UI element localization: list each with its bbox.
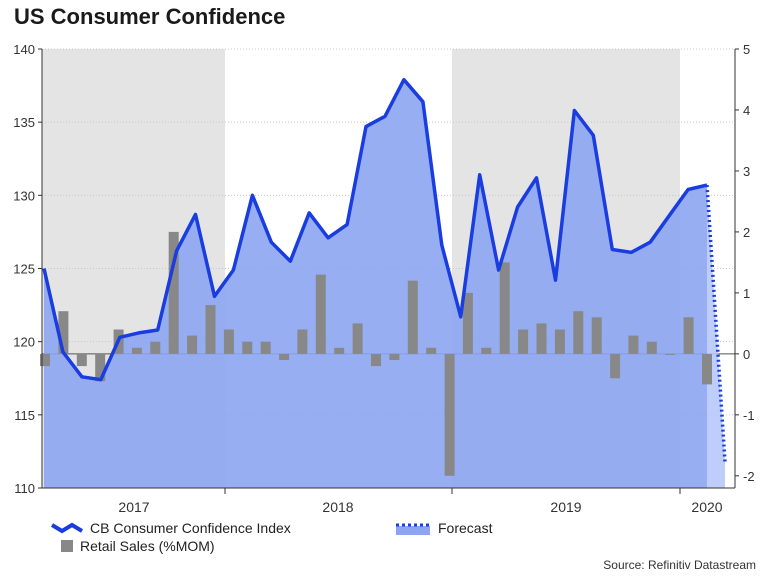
right-tick-label: -2 bbox=[743, 469, 755, 484]
retail-sales-bar bbox=[352, 323, 363, 354]
retail-sales-bar bbox=[591, 317, 602, 354]
retail-sales-bar bbox=[646, 341, 657, 354]
retail-sales-bar bbox=[315, 274, 326, 354]
legend-bar: Retail Sales (%MOM) bbox=[60, 538, 215, 554]
confidence-line bbox=[42, 77, 727, 462]
retail-sales-bar bbox=[150, 341, 161, 354]
retail-sales-bar bbox=[407, 280, 418, 354]
retail-sales-bar bbox=[628, 335, 639, 354]
right-tick-label: 2 bbox=[743, 225, 750, 240]
retail-sales-bar bbox=[665, 353, 676, 355]
retail-sales-bar bbox=[223, 329, 234, 354]
legend-forecast: Forecast bbox=[394, 520, 492, 536]
right-tick-label: 0 bbox=[743, 347, 750, 362]
retail-sales-bar bbox=[518, 329, 529, 354]
right-tick-label: 4 bbox=[743, 103, 750, 118]
left-tick-label: 115 bbox=[14, 408, 35, 423]
x-tick-label: 2017 bbox=[118, 499, 149, 515]
retail-sales-bar bbox=[260, 341, 271, 354]
retail-sales-bar bbox=[334, 347, 345, 354]
legend-bar-label: Retail Sales (%MOM) bbox=[80, 538, 215, 554]
source-note: Source: Refinitiv Datastream bbox=[603, 558, 756, 572]
left-tick-label: 135 bbox=[13, 115, 35, 130]
retail-sales-bar bbox=[610, 353, 621, 379]
x-tick-label: 2020 bbox=[691, 499, 722, 515]
legend-line-label: CB Consumer Confidence Index bbox=[90, 520, 291, 536]
forecast-swatch-icon bbox=[396, 523, 430, 535]
retail-sales-bar bbox=[58, 311, 69, 354]
forecast-line-path bbox=[705, 184, 727, 462]
retail-sales-bar bbox=[683, 317, 694, 354]
retail-sales-bar bbox=[168, 231, 179, 354]
x-tick-label: 2018 bbox=[322, 499, 353, 515]
retail-sales-bar bbox=[389, 353, 400, 360]
retail-sales-bar bbox=[40, 353, 50, 367]
x-tick-label: 2019 bbox=[550, 499, 581, 515]
retail-sales-bar bbox=[702, 353, 712, 385]
retail-sales-bar bbox=[573, 311, 584, 354]
left-tick-label: 130 bbox=[13, 188, 35, 203]
right-tick-label: -1 bbox=[743, 408, 755, 423]
legend-line: CB Consumer Confidence Index bbox=[50, 520, 291, 536]
left-tick-label: 110 bbox=[14, 481, 35, 496]
retail-sales-bar bbox=[536, 323, 547, 354]
retail-sales-bar bbox=[279, 353, 290, 360]
retail-sales-bar bbox=[462, 292, 473, 354]
retail-sales-bar bbox=[444, 353, 455, 476]
retail-sales-bar bbox=[297, 329, 308, 354]
retail-sales-bar bbox=[76, 353, 87, 367]
retail-sales-bar bbox=[95, 353, 106, 382]
retail-sales-bar bbox=[242, 341, 253, 354]
retail-sales-bar bbox=[205, 305, 216, 354]
left-tick-label: 120 bbox=[13, 335, 35, 350]
retail-sales-bar bbox=[426, 347, 437, 354]
left-tick-label: 140 bbox=[13, 42, 35, 57]
line-swatch-icon bbox=[50, 522, 84, 534]
retail-sales-bar bbox=[481, 347, 492, 354]
bar-swatch-icon bbox=[61, 540, 73, 552]
chart-title: US Consumer Confidence bbox=[14, 4, 286, 29]
right-tick-label: 1 bbox=[743, 286, 750, 301]
right-tick-label: 5 bbox=[743, 42, 750, 57]
confidence-area-fill bbox=[44, 79, 707, 488]
retail-sales-bar bbox=[371, 353, 381, 367]
retail-sales-bar bbox=[554, 329, 565, 354]
legend-forecast-label: Forecast bbox=[438, 520, 493, 536]
left-tick-label: 125 bbox=[13, 262, 35, 277]
axes: 140 135 130 125 120 115 110 5 4 3 2 1 0 -1 -2 2017 2018 2… bbox=[13, 42, 754, 515]
right-tick-label: 3 bbox=[743, 164, 750, 179]
confidence-line-path bbox=[42, 77, 708, 382]
retail-sales-bar bbox=[499, 262, 510, 354]
retail-sales-bar bbox=[187, 335, 198, 354]
retail-sales-bar bbox=[131, 347, 142, 354]
